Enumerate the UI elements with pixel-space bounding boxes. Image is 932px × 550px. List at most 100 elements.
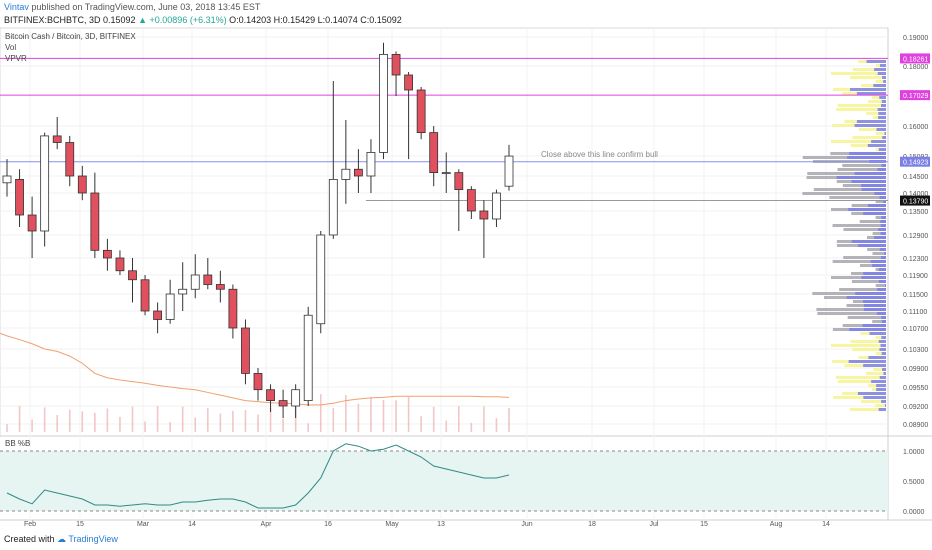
price-badge-label: 0.14923 <box>903 160 928 167</box>
price-tick-label: 0.09200 <box>903 404 928 411</box>
volume-profile-bar <box>875 200 886 203</box>
price-badge <box>900 156 930 167</box>
candle-body <box>391 54 401 76</box>
candle-body <box>492 192 501 220</box>
horizontal-lines[interactable] <box>0 57 888 202</box>
volume-profile-bar <box>852 136 886 139</box>
candle-body <box>128 270 137 281</box>
candle-body <box>291 389 301 407</box>
volume-profile-bar <box>849 328 886 331</box>
volume-profile-bar <box>874 68 886 71</box>
volume-profile-bar <box>872 320 886 323</box>
volume-profile-bar <box>836 176 886 179</box>
symbol-label: BITFINEX:BCHBTC, 3D <box>4 15 101 25</box>
author-link[interactable]: Vintav <box>4 2 29 12</box>
candle-body <box>27 214 37 232</box>
volume-bar <box>420 416 422 432</box>
price-tick-label: 0.09550 <box>903 385 928 392</box>
candle-body <box>504 155 514 187</box>
volume-profile-bar <box>877 288 886 291</box>
volume-profile-bar <box>878 268 886 271</box>
volume-bar <box>269 407 272 432</box>
candle-body <box>341 168 351 180</box>
volume-profile-bar <box>854 124 886 127</box>
price-tick-label: 0.10300 <box>903 347 928 354</box>
volume-profile-bar <box>880 256 886 259</box>
volume-profile-bar <box>807 172 886 175</box>
volume-profile-bar <box>882 136 886 139</box>
volume-profile-bar <box>879 348 886 351</box>
tradingview-logo-icon: ☁ <box>57 534 67 544</box>
volume-profile-bar <box>872 252 886 255</box>
chart-title: Bitcoin Cash / Bitcoin, 3D, BITFINEX <box>5 32 136 41</box>
volume-profile-bar <box>878 148 886 151</box>
volume-profile-bar <box>869 332 886 335</box>
volume-profile-bar <box>850 76 886 79</box>
volume-profile-bar <box>879 196 886 199</box>
volume-bar <box>307 423 309 432</box>
volume-profile-bar <box>849 408 886 411</box>
price-change: +0.00896 (+6.31%) <box>149 15 227 25</box>
volume-profile-bar <box>870 260 886 263</box>
volume-bar <box>207 408 209 432</box>
candle-body <box>203 274 213 285</box>
volume-profile-bar <box>851 240 886 243</box>
volume-profile-bar <box>855 292 886 295</box>
last-price: 0.15092 <box>103 15 136 25</box>
volume-profile-bar <box>883 372 886 375</box>
candle-body <box>65 142 75 177</box>
ma-line <box>0 332 510 406</box>
price-tick-label: 0.11100 <box>903 309 927 316</box>
volume-profile-bar <box>837 104 886 107</box>
time-tick-label: Jun <box>521 521 532 528</box>
volume-profile-bar <box>849 88 886 91</box>
main-pane-border <box>0 27 889 437</box>
price-tick-label: 0.14500 <box>903 174 928 181</box>
time-tick-label: 15 <box>76 521 84 528</box>
candle-body <box>140 279 150 312</box>
volume-profile-bar <box>881 336 886 339</box>
volume-bar <box>432 406 435 432</box>
volume-bar <box>257 414 259 432</box>
bb-line <box>6 443 510 509</box>
candle-body <box>466 189 476 212</box>
volume-profile-bar <box>879 96 886 99</box>
volume-bar <box>144 421 146 432</box>
price-tick-label: 0.19000 <box>903 35 928 42</box>
price-axis[interactable]: 0.190000.180000.160000.150920.145000.140… <box>903 35 928 429</box>
volume-profile-bar <box>880 232 886 235</box>
volume-profile-bar <box>878 116 886 119</box>
volume-bar <box>382 399 385 432</box>
volume-profile-bar <box>850 340 886 343</box>
volume-bar <box>131 406 134 432</box>
volume-profile-bar <box>802 192 886 195</box>
candle-body <box>416 89 426 134</box>
volume-profile-bar <box>847 316 886 319</box>
time-tick-label: 16 <box>324 521 332 528</box>
volume-profile-bar <box>872 232 886 235</box>
price-tick-label: 0.11500 <box>903 292 928 299</box>
candle-body <box>52 135 62 143</box>
time-axis[interactable]: Feb 15 Mar 14 Apr 16 May 13 Jun 18 Jul 15 Aug 14 <box>24 521 830 528</box>
volume-profile-bar <box>842 164 886 167</box>
volume-profile-bar <box>876 388 886 391</box>
volume-profile-bar <box>832 224 886 227</box>
time-tick-label: Jul <box>650 521 659 528</box>
volume-profile-bar <box>861 400 886 403</box>
volume-bar <box>445 420 448 432</box>
candle-body <box>40 135 50 232</box>
volume-profile-bar <box>848 360 886 363</box>
volume-profile-bar <box>868 356 886 359</box>
volume-profile-bar <box>831 72 886 75</box>
candle-body <box>316 234 326 325</box>
candle-body <box>165 293 175 320</box>
candle-body <box>353 168 363 177</box>
candle-body <box>103 249 112 259</box>
candle-body <box>253 373 263 391</box>
volume-profile-bar <box>867 144 886 147</box>
volume-profile-bar <box>863 364 886 367</box>
brand-name[interactable]: TradingView <box>68 534 118 544</box>
volume-profile-bar <box>839 288 886 291</box>
volume-bar <box>470 422 473 432</box>
